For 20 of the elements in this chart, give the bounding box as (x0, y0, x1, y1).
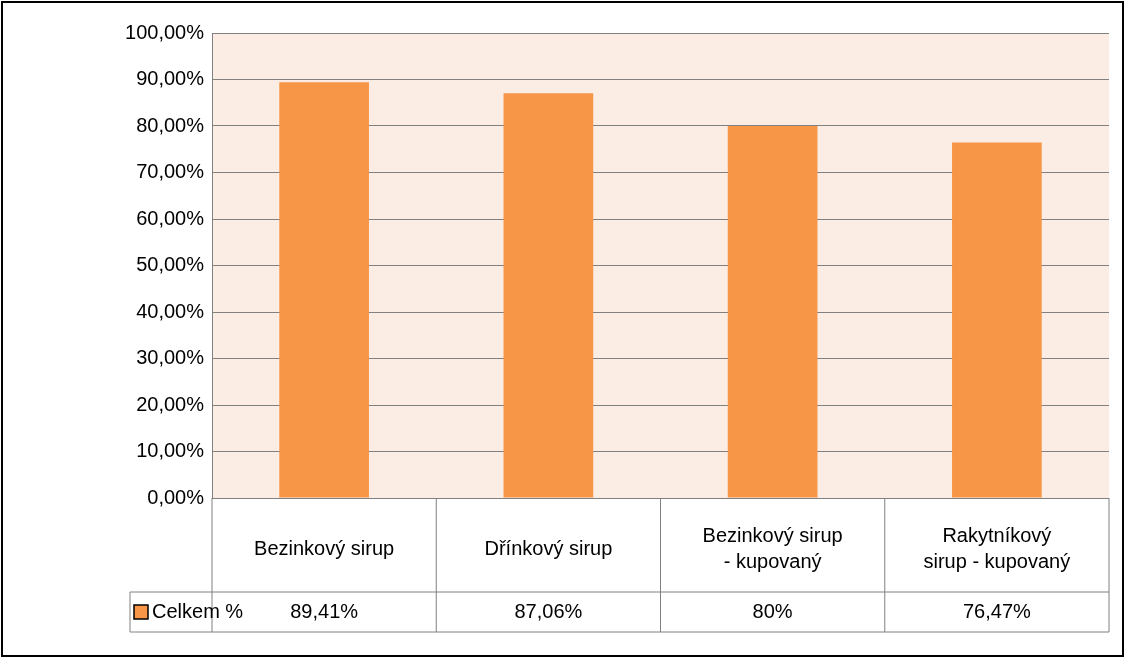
y-tick-label: 50,00% (136, 253, 205, 276)
y-tick-label: 10,00% (136, 439, 205, 462)
y-tick-label: 80,00% (136, 113, 205, 136)
data-label: 76,47% (962, 599, 1031, 622)
x-tick-label: Rakytníkový sirup - kupovaný (923, 523, 1071, 572)
x-tick-label: Bezinkový sirup (254, 536, 395, 559)
y-tick-label: 30,00% (136, 346, 205, 369)
y-tick-label: 70,00% (136, 160, 205, 183)
y-tick-label: 60,00% (136, 206, 205, 229)
y-tick-label: 100,00% (125, 20, 205, 43)
data-label: 80% (752, 599, 793, 622)
y-tick-label: 40,00% (136, 299, 205, 322)
y-tick-label: 20,00% (136, 392, 205, 415)
x-tick-label: Dřínkový sirup (484, 536, 613, 559)
legend-label: Celkem % (152, 599, 244, 622)
y-tick-label: 0,00% (147, 485, 205, 508)
data-label: 89,41% (290, 599, 359, 622)
y-tick-label: 90,00% (136, 67, 205, 90)
data-label: 87,06% (514, 599, 583, 622)
x-tick-label: Bezinkový sirup - kupovaný (702, 523, 843, 572)
